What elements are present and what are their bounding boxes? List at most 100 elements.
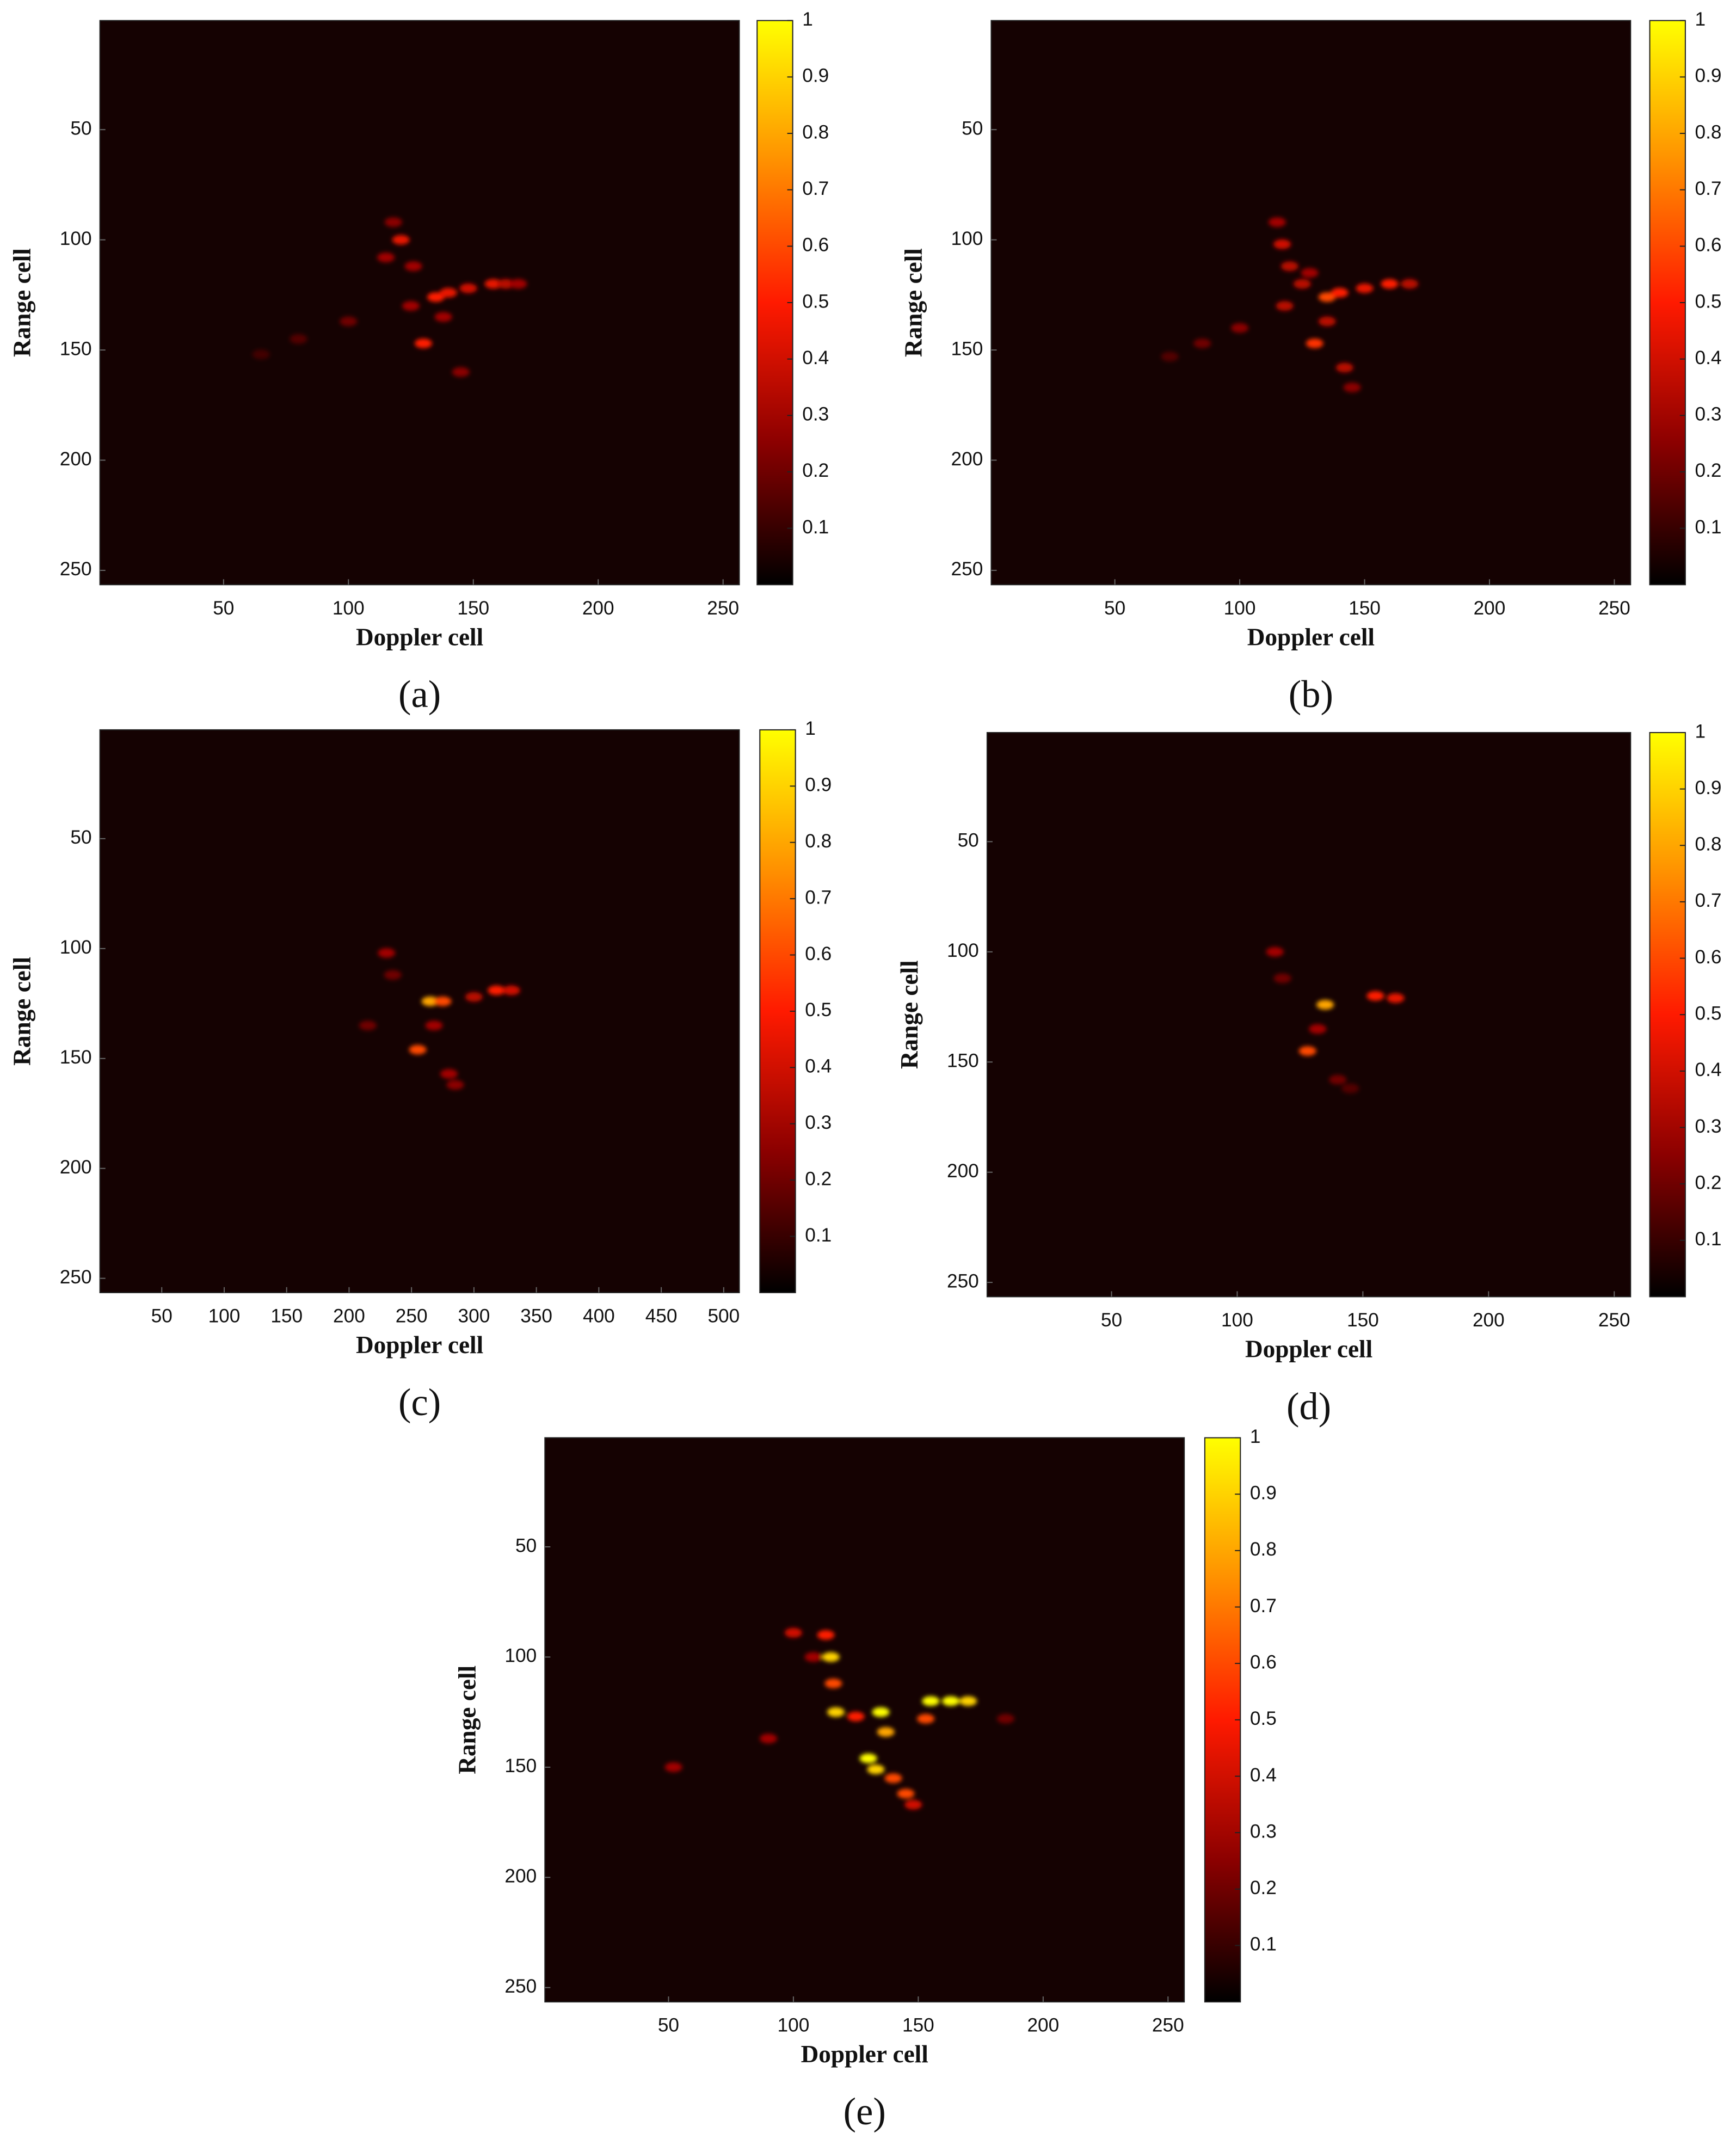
y-tick-label: 250 [951, 558, 983, 580]
scatterer [867, 1765, 885, 1774]
scatterer [996, 1713, 1015, 1724]
x-tick-label: 500 [707, 1305, 740, 1326]
scatterer [446, 1080, 464, 1090]
x-tick-label: 250 [1152, 2015, 1184, 2036]
colorbar-tick-label: 0.3 [805, 1112, 832, 1133]
x-tick-label: 150 [270, 1305, 303, 1326]
colorbar-tick-label: 0.6 [805, 943, 832, 964]
plot-area [987, 732, 1631, 1297]
plot-frame [544, 1437, 1185, 2003]
scatterer [384, 217, 402, 228]
panel: 50 100 150 200 250 300 350 400 450 500 50 100 150 200… [9, 718, 832, 1424]
y-tick-label: 150 [504, 1755, 537, 1777]
scatterer [759, 1734, 778, 1744]
scatterer [1401, 279, 1419, 289]
plot-frame [986, 732, 1632, 1298]
x-tick-label: 100 [1224, 598, 1256, 619]
scatterer [1387, 993, 1405, 1003]
scatterer [484, 279, 502, 289]
scatterer [1306, 339, 1323, 348]
colorbar-tick-label: 0.5 [1695, 1003, 1722, 1024]
scatterer [1316, 1000, 1334, 1010]
scatterer [941, 1696, 960, 1706]
plot-area [545, 1437, 1185, 2002]
x-axis-label: Doppler cell [801, 2040, 928, 2068]
x-tick-label: 100 [208, 1305, 241, 1326]
colorbar-tick-label: 0.6 [802, 235, 829, 256]
plot-area [100, 729, 740, 1293]
colorbar-tick-label: 0.2 [802, 460, 829, 481]
scatterer [459, 283, 477, 293]
colorbar-tick-label: 0.7 [1695, 890, 1722, 911]
colorbar-tick-label: 0.5 [1250, 1708, 1277, 1729]
image-layer [664, 1627, 1015, 1810]
y-tick-label: 150 [947, 1050, 979, 1072]
colorbar-tick-label: 0.6 [1695, 946, 1722, 968]
colorbar [1649, 20, 1686, 586]
scatterer [872, 1707, 890, 1717]
y-axis-label: Range cell [9, 957, 36, 1066]
panel-caption: (a) [398, 673, 441, 716]
colorbar-tick-label: 0.3 [1250, 1821, 1277, 1842]
colorbar-tick-label: 0.7 [802, 178, 829, 199]
y-tick-label: 100 [504, 1645, 537, 1667]
y-axis-label: Range cell [9, 248, 36, 357]
scatterer [1301, 268, 1319, 278]
y-tick-label: 100 [947, 940, 979, 961]
panel-caption: (b) [1289, 673, 1333, 716]
x-tick-label: 150 [902, 2015, 934, 2036]
colorbar-tick-label: 0.5 [802, 291, 829, 312]
panel: 50 100 150 200 250 50 100 150 200 250 Doppler cell… [9, 9, 829, 716]
scatterer [817, 1630, 835, 1640]
colorbar-tick-label: 0.2 [805, 1168, 832, 1189]
colorbar-tick-label: 0.9 [1250, 1483, 1277, 1504]
panel: 50 100 150 200 250 50 100 150 200 250 Doppler cell… [900, 9, 1721, 716]
scatterer [1366, 991, 1384, 1001]
colorbar-tick-label: 0.3 [802, 404, 829, 425]
scatterer [827, 1707, 845, 1717]
scatterer [402, 301, 420, 311]
scatterer [502, 985, 520, 995]
scatterer [509, 279, 527, 289]
scatterer [409, 1044, 427, 1055]
scatterer [427, 292, 445, 302]
colorbar-tick-label: 0.1 [1250, 1934, 1277, 1955]
colorbar-tick-label: 0.8 [805, 831, 832, 852]
image-layer [252, 217, 527, 377]
plot-frame [99, 20, 740, 586]
scatterer [434, 996, 452, 1006]
scatterer [1281, 261, 1298, 272]
x-tick-label: 250 [396, 1305, 428, 1326]
y-tick-label: 150 [60, 1047, 92, 1068]
x-tick-label: 100 [1221, 1310, 1253, 1331]
x-tick-label: 100 [333, 598, 365, 619]
scatterer [392, 235, 410, 245]
x-tick-label: 50 [1101, 1310, 1122, 1331]
scatterer [822, 1652, 840, 1662]
x-tick-label: 50 [658, 2015, 679, 2036]
scatterer [1293, 279, 1311, 289]
x-tick-label: 200 [582, 598, 614, 619]
y-tick-label: 200 [947, 1160, 979, 1182]
y-tick-label: 200 [951, 448, 983, 470]
colorbar-tick-label: 0.3 [1695, 404, 1722, 425]
scatterer [1268, 217, 1286, 228]
scatterer [1230, 323, 1249, 333]
colorbar-tick-label: 0.1 [1695, 517, 1722, 538]
scatterer [1356, 283, 1374, 293]
scatterer [877, 1727, 895, 1737]
colorbar-tick-label: 0.2 [1695, 460, 1722, 481]
scatterer [1318, 316, 1336, 327]
colorbar-tick-label: 0.4 [802, 347, 829, 368]
y-tick-label: 100 [60, 228, 92, 249]
x-tick-label: 200 [1474, 598, 1506, 619]
image-layer [359, 948, 520, 1090]
x-tick-label: 50 [151, 1305, 173, 1326]
colorbar-tick-label: 0.7 [1250, 1595, 1277, 1617]
x-tick-label: 450 [645, 1305, 678, 1326]
y-tick-label: 50 [515, 1535, 537, 1556]
scatterer [1273, 973, 1291, 984]
scatterer [959, 1696, 977, 1706]
image-layer [1161, 217, 1419, 392]
